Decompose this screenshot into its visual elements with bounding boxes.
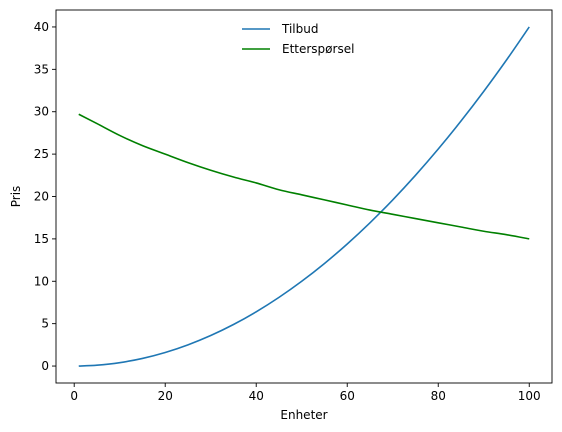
x-tick-label: 20 <box>158 389 173 403</box>
plot-area <box>56 10 552 383</box>
y-tick-label: 30 <box>34 105 49 119</box>
series-line-tilbud <box>78 26 530 367</box>
legend-label: Etterspørsel <box>282 42 354 56</box>
y-tick-label: 40 <box>34 20 49 34</box>
x-tick-label: 60 <box>340 389 355 403</box>
x-tick-label: 100 <box>518 389 541 403</box>
y-tick-label: 5 <box>41 317 49 331</box>
series-lines <box>78 26 530 367</box>
x-tick-label: 80 <box>431 389 446 403</box>
x-tick-label: 40 <box>249 389 264 403</box>
y-tick-label: 0 <box>41 359 49 373</box>
legend-label: Tilbud <box>281 22 318 36</box>
y-tick-label: 35 <box>34 62 49 76</box>
legend: Tilbud Etterspørsel <box>242 22 354 56</box>
y-tick-label: 10 <box>34 274 49 288</box>
axes: 0 20 40 60 80 100 0 5 10 15 20 25 30 35 40 <box>34 9 553 403</box>
y-tick-label: 20 <box>34 190 49 204</box>
plot-background <box>56 10 552 383</box>
series-line-ettersporsel <box>78 113 530 240</box>
x-axis-label: Enheter <box>280 408 327 422</box>
y-tick-label: 15 <box>34 232 49 246</box>
x-tick-label: 0 <box>70 389 78 403</box>
y-axis-label: Pris <box>9 186 23 208</box>
y-tick-label: 25 <box>34 147 49 161</box>
